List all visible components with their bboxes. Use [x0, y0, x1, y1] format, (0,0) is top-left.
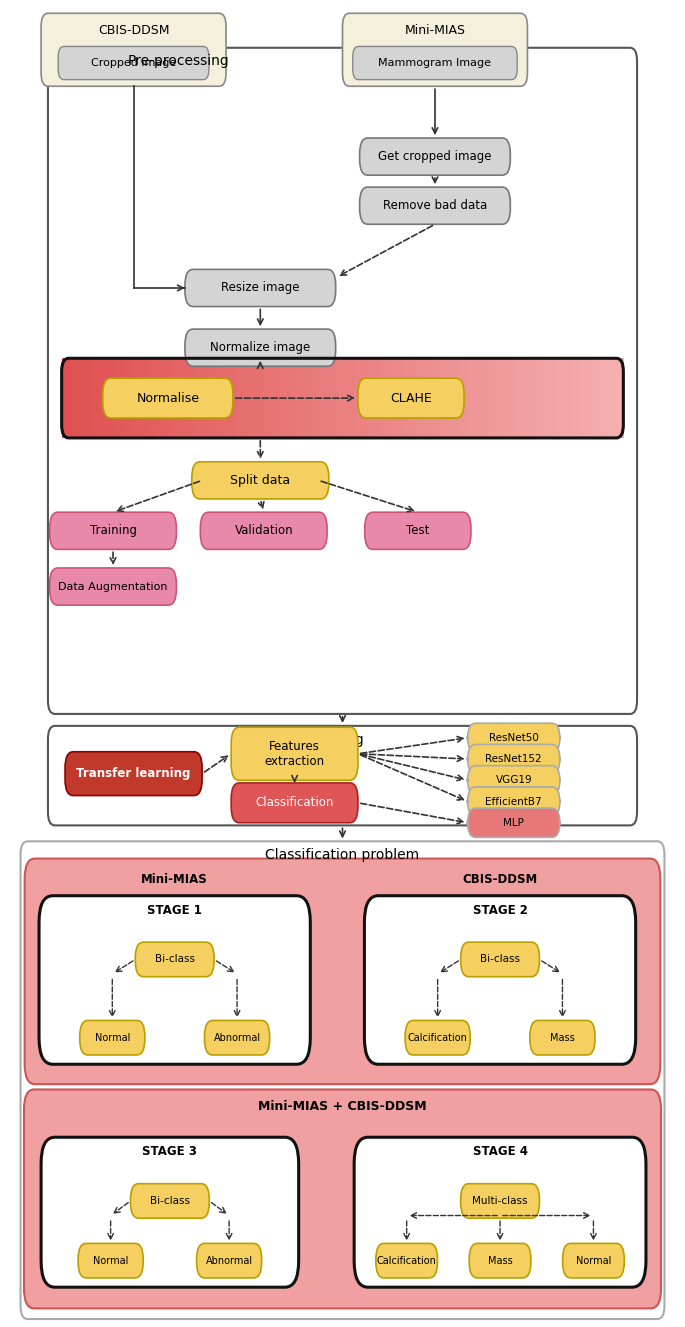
Text: Mass: Mass: [488, 1255, 512, 1266]
Text: Validation: Validation: [234, 524, 293, 537]
FancyBboxPatch shape: [103, 378, 233, 418]
FancyBboxPatch shape: [467, 744, 560, 774]
Text: STAGE 1: STAGE 1: [147, 904, 202, 917]
Text: Abnormal: Abnormal: [214, 1032, 260, 1043]
FancyBboxPatch shape: [232, 727, 358, 780]
Text: Normalise: Normalise: [136, 391, 199, 405]
Text: Classification problem: Classification problem: [265, 848, 419, 863]
FancyBboxPatch shape: [65, 751, 202, 796]
FancyBboxPatch shape: [467, 723, 560, 752]
Text: Mass: Mass: [550, 1032, 575, 1043]
Text: Mini-MIAS: Mini-MIAS: [141, 873, 208, 886]
FancyBboxPatch shape: [562, 1243, 624, 1278]
Text: ResNet152: ResNet152: [486, 754, 542, 764]
Text: Bi-class: Bi-class: [150, 1196, 190, 1206]
Text: MLP: MLP: [503, 817, 524, 828]
Text: Multi-class: Multi-class: [472, 1196, 528, 1206]
FancyBboxPatch shape: [467, 766, 560, 795]
FancyBboxPatch shape: [200, 512, 327, 549]
FancyBboxPatch shape: [192, 462, 329, 499]
Text: Normal: Normal: [93, 1255, 128, 1266]
FancyBboxPatch shape: [364, 896, 636, 1064]
Text: Resize image: Resize image: [221, 281, 299, 295]
Text: Normal: Normal: [575, 1255, 611, 1266]
FancyBboxPatch shape: [360, 138, 510, 175]
FancyBboxPatch shape: [185, 329, 336, 366]
Text: Abnormal: Abnormal: [206, 1255, 253, 1266]
FancyBboxPatch shape: [24, 1089, 661, 1308]
FancyBboxPatch shape: [353, 46, 517, 80]
FancyBboxPatch shape: [130, 1184, 209, 1218]
FancyBboxPatch shape: [39, 896, 310, 1064]
FancyBboxPatch shape: [205, 1020, 270, 1055]
FancyBboxPatch shape: [50, 512, 177, 549]
FancyBboxPatch shape: [25, 859, 660, 1084]
Text: Test: Test: [406, 524, 429, 537]
FancyBboxPatch shape: [41, 1137, 299, 1287]
FancyBboxPatch shape: [360, 187, 510, 224]
Text: Training: Training: [90, 524, 136, 537]
FancyBboxPatch shape: [467, 787, 560, 816]
FancyBboxPatch shape: [469, 1243, 531, 1278]
Text: Split data: Split data: [230, 474, 290, 487]
Text: Get cropped image: Get cropped image: [378, 150, 492, 163]
Text: Normalize image: Normalize image: [210, 341, 310, 354]
FancyBboxPatch shape: [135, 942, 214, 977]
FancyBboxPatch shape: [467, 808, 560, 837]
Text: Normal: Normal: [95, 1032, 130, 1043]
FancyBboxPatch shape: [41, 13, 226, 86]
FancyBboxPatch shape: [48, 48, 637, 714]
FancyBboxPatch shape: [405, 1020, 470, 1055]
Text: ResNet50: ResNet50: [489, 733, 538, 743]
FancyBboxPatch shape: [358, 378, 464, 418]
FancyBboxPatch shape: [58, 46, 209, 80]
FancyBboxPatch shape: [460, 1184, 540, 1218]
Text: STAGE 2: STAGE 2: [473, 904, 527, 917]
FancyBboxPatch shape: [185, 269, 336, 307]
FancyBboxPatch shape: [48, 726, 637, 825]
FancyBboxPatch shape: [460, 942, 540, 977]
Text: Transfer learning: Transfer learning: [77, 767, 190, 780]
FancyBboxPatch shape: [79, 1020, 145, 1055]
Text: Mini-MIAS + CBIS-DDSM: Mini-MIAS + CBIS-DDSM: [258, 1100, 427, 1113]
FancyBboxPatch shape: [530, 1020, 595, 1055]
Text: CBIS-DDSM: CBIS-DDSM: [98, 24, 169, 37]
Text: Cropped image: Cropped image: [91, 58, 176, 68]
Text: EfficientB7: EfficientB7: [486, 796, 542, 807]
Text: CBIS-DDSM: CBIS-DDSM: [462, 873, 538, 886]
Text: STAGE 4: STAGE 4: [473, 1145, 527, 1158]
Text: Features
extraction: Features extraction: [264, 739, 325, 768]
Text: CLAHE: CLAHE: [390, 391, 432, 405]
Text: Data Augmentation: Data Augmentation: [58, 581, 168, 592]
FancyBboxPatch shape: [364, 512, 471, 549]
FancyBboxPatch shape: [376, 1243, 438, 1278]
Text: Calcification: Calcification: [408, 1032, 468, 1043]
Text: Mini-MIAS: Mini-MIAS: [404, 24, 466, 37]
Text: Pre-processing: Pre-processing: [127, 54, 229, 69]
Text: Bi-class: Bi-class: [480, 954, 520, 965]
Text: Deep learning: Deep learning: [266, 733, 364, 747]
FancyBboxPatch shape: [21, 841, 664, 1319]
Text: VGG19: VGG19: [495, 775, 532, 786]
FancyBboxPatch shape: [78, 1243, 143, 1278]
Text: Mammogram Image: Mammogram Image: [379, 58, 491, 68]
Text: Classification: Classification: [256, 796, 334, 809]
FancyBboxPatch shape: [50, 568, 177, 605]
Text: STAGE 3: STAGE 3: [142, 1145, 197, 1158]
Text: Remove bad data: Remove bad data: [383, 199, 487, 212]
FancyBboxPatch shape: [354, 1137, 646, 1287]
FancyBboxPatch shape: [232, 783, 358, 823]
Text: Bi-class: Bi-class: [155, 954, 195, 965]
FancyBboxPatch shape: [342, 13, 527, 86]
FancyBboxPatch shape: [197, 1243, 262, 1278]
Text: Calcification: Calcification: [377, 1255, 436, 1266]
